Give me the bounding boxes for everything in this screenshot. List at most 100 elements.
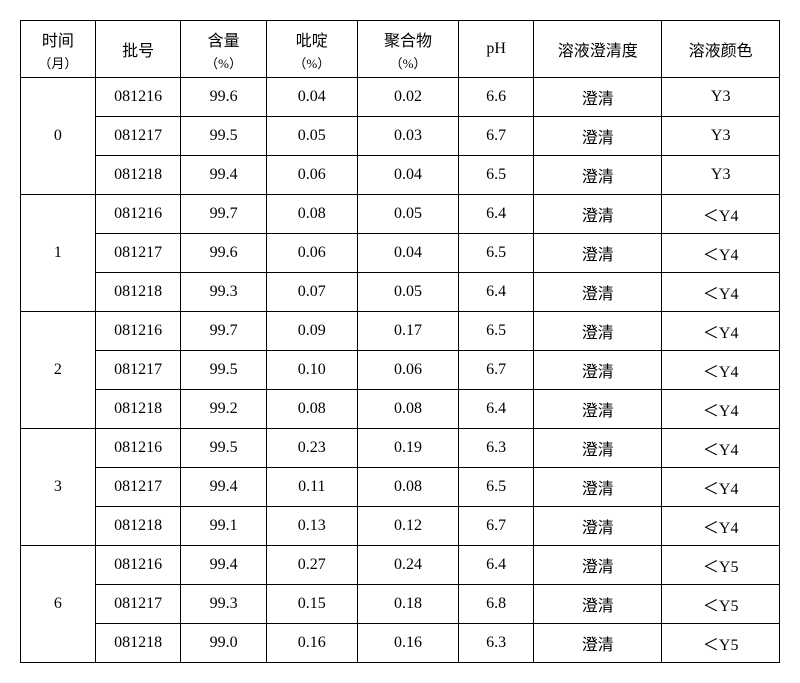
cell-color: ＜Y4 <box>662 390 780 429</box>
cell-ph: 6.4 <box>459 390 534 429</box>
cell-ph: 6.5 <box>459 468 534 507</box>
cell-pyridine: 0.10 <box>266 351 357 390</box>
cell-batch: 081216 <box>95 312 181 351</box>
cell-ph: 6.7 <box>459 117 534 156</box>
cell-polymer: 0.08 <box>357 390 459 429</box>
cell-clarity: 澄清 <box>534 468 662 507</box>
cell-pyridine: 0.13 <box>266 507 357 546</box>
table-row: 008121699.60.040.026.6澄清Y3 <box>21 78 780 117</box>
cell-polymer: 0.03 <box>357 117 459 156</box>
table-row: 08121899.30.070.056.4澄清＜Y4 <box>21 273 780 312</box>
cell-pyridine: 0.06 <box>266 156 357 195</box>
cell-batch: 081217 <box>95 351 181 390</box>
cell-color: ＜Y4 <box>662 468 780 507</box>
cell-clarity: 澄清 <box>534 546 662 585</box>
header-ph: pH <box>459 21 534 78</box>
cell-color: Y3 <box>662 117 780 156</box>
cell-pyridine: 0.06 <box>266 234 357 273</box>
cell-polymer: 0.05 <box>357 273 459 312</box>
cell-clarity: 澄清 <box>534 390 662 429</box>
cell-clarity: 澄清 <box>534 585 662 624</box>
cell-polymer: 0.12 <box>357 507 459 546</box>
cell-pyridine: 0.09 <box>266 312 357 351</box>
cell-color: ＜Y4 <box>662 234 780 273</box>
cell-pyridine: 0.08 <box>266 195 357 234</box>
cell-clarity: 澄清 <box>534 195 662 234</box>
cell-pyridine: 0.23 <box>266 429 357 468</box>
cell-ph: 6.4 <box>459 273 534 312</box>
cell-polymer: 0.24 <box>357 546 459 585</box>
cell-batch: 081217 <box>95 234 181 273</box>
cell-clarity: 澄清 <box>534 117 662 156</box>
cell-clarity: 澄清 <box>534 312 662 351</box>
cell-time: 6 <box>21 546 96 663</box>
cell-polymer: 0.16 <box>357 624 459 663</box>
table-row: 08121899.00.160.166.3澄清＜Y5 <box>21 624 780 663</box>
header-color: 溶液颜色 <box>662 21 780 78</box>
cell-batch: 081216 <box>95 546 181 585</box>
cell-content: 99.2 <box>181 390 267 429</box>
cell-polymer: 0.04 <box>357 156 459 195</box>
cell-color: ＜Y5 <box>662 624 780 663</box>
cell-clarity: 澄清 <box>534 234 662 273</box>
cell-pyridine: 0.04 <box>266 78 357 117</box>
cell-polymer: 0.02 <box>357 78 459 117</box>
cell-polymer: 0.06 <box>357 351 459 390</box>
header-content: 含量 （%） <box>181 21 267 78</box>
cell-color: Y3 <box>662 156 780 195</box>
cell-content: 99.7 <box>181 312 267 351</box>
table-row: 08121799.60.060.046.5澄清＜Y4 <box>21 234 780 273</box>
cell-batch: 081217 <box>95 585 181 624</box>
table-row: 208121699.70.090.176.5澄清＜Y4 <box>21 312 780 351</box>
cell-clarity: 澄清 <box>534 429 662 468</box>
cell-polymer: 0.17 <box>357 312 459 351</box>
cell-ph: 6.3 <box>459 624 534 663</box>
cell-ph: 6.4 <box>459 546 534 585</box>
cell-batch: 081218 <box>95 624 181 663</box>
cell-ph: 6.5 <box>459 234 534 273</box>
cell-content: 99.4 <box>181 546 267 585</box>
cell-polymer: 0.05 <box>357 195 459 234</box>
cell-pyridine: 0.08 <box>266 390 357 429</box>
cell-batch: 081216 <box>95 78 181 117</box>
cell-batch: 081218 <box>95 156 181 195</box>
header-pyridine: 吡啶 （%） <box>266 21 357 78</box>
cell-batch: 081216 <box>95 429 181 468</box>
cell-batch: 081216 <box>95 195 181 234</box>
cell-content: 99.0 <box>181 624 267 663</box>
cell-content: 99.5 <box>181 351 267 390</box>
header-batch: 批号 <box>95 21 181 78</box>
cell-polymer: 0.08 <box>357 468 459 507</box>
cell-batch: 081218 <box>95 390 181 429</box>
cell-polymer: 0.19 <box>357 429 459 468</box>
cell-clarity: 澄清 <box>534 156 662 195</box>
cell-clarity: 澄清 <box>534 78 662 117</box>
cell-pyridine: 0.07 <box>266 273 357 312</box>
cell-color: ＜Y4 <box>662 507 780 546</box>
cell-pyridine: 0.15 <box>266 585 357 624</box>
table-row: 08121899.10.130.126.7澄清＜Y4 <box>21 507 780 546</box>
header-polymer: 聚合物 （%） <box>357 21 459 78</box>
cell-content: 99.3 <box>181 585 267 624</box>
cell-pyridine: 0.16 <box>266 624 357 663</box>
cell-color: ＜Y4 <box>662 273 780 312</box>
cell-polymer: 0.04 <box>357 234 459 273</box>
cell-content: 99.7 <box>181 195 267 234</box>
cell-ph: 6.5 <box>459 156 534 195</box>
cell-ph: 6.7 <box>459 351 534 390</box>
cell-batch: 081218 <box>95 507 181 546</box>
table-row: 608121699.40.270.246.4澄清＜Y5 <box>21 546 780 585</box>
cell-content: 99.4 <box>181 156 267 195</box>
table-row: 308121699.50.230.196.3澄清＜Y4 <box>21 429 780 468</box>
cell-pyridine: 0.05 <box>266 117 357 156</box>
cell-time: 1 <box>21 195 96 312</box>
cell-color: ＜Y4 <box>662 312 780 351</box>
header-clarity: 溶液澄清度 <box>534 21 662 78</box>
cell-content: 99.3 <box>181 273 267 312</box>
cell-content: 99.5 <box>181 429 267 468</box>
table-row: 08121799.30.150.186.8澄清＜Y5 <box>21 585 780 624</box>
cell-clarity: 澄清 <box>534 273 662 312</box>
cell-time: 2 <box>21 312 96 429</box>
cell-ph: 6.7 <box>459 507 534 546</box>
table-row: 08121799.50.050.036.7澄清Y3 <box>21 117 780 156</box>
